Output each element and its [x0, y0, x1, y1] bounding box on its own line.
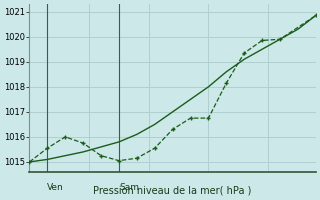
X-axis label: Pression niveau de la mer( hPa ): Pression niveau de la mer( hPa ) — [93, 186, 252, 196]
Text: Ven: Ven — [47, 183, 64, 192]
Text: Sam: Sam — [119, 183, 139, 192]
